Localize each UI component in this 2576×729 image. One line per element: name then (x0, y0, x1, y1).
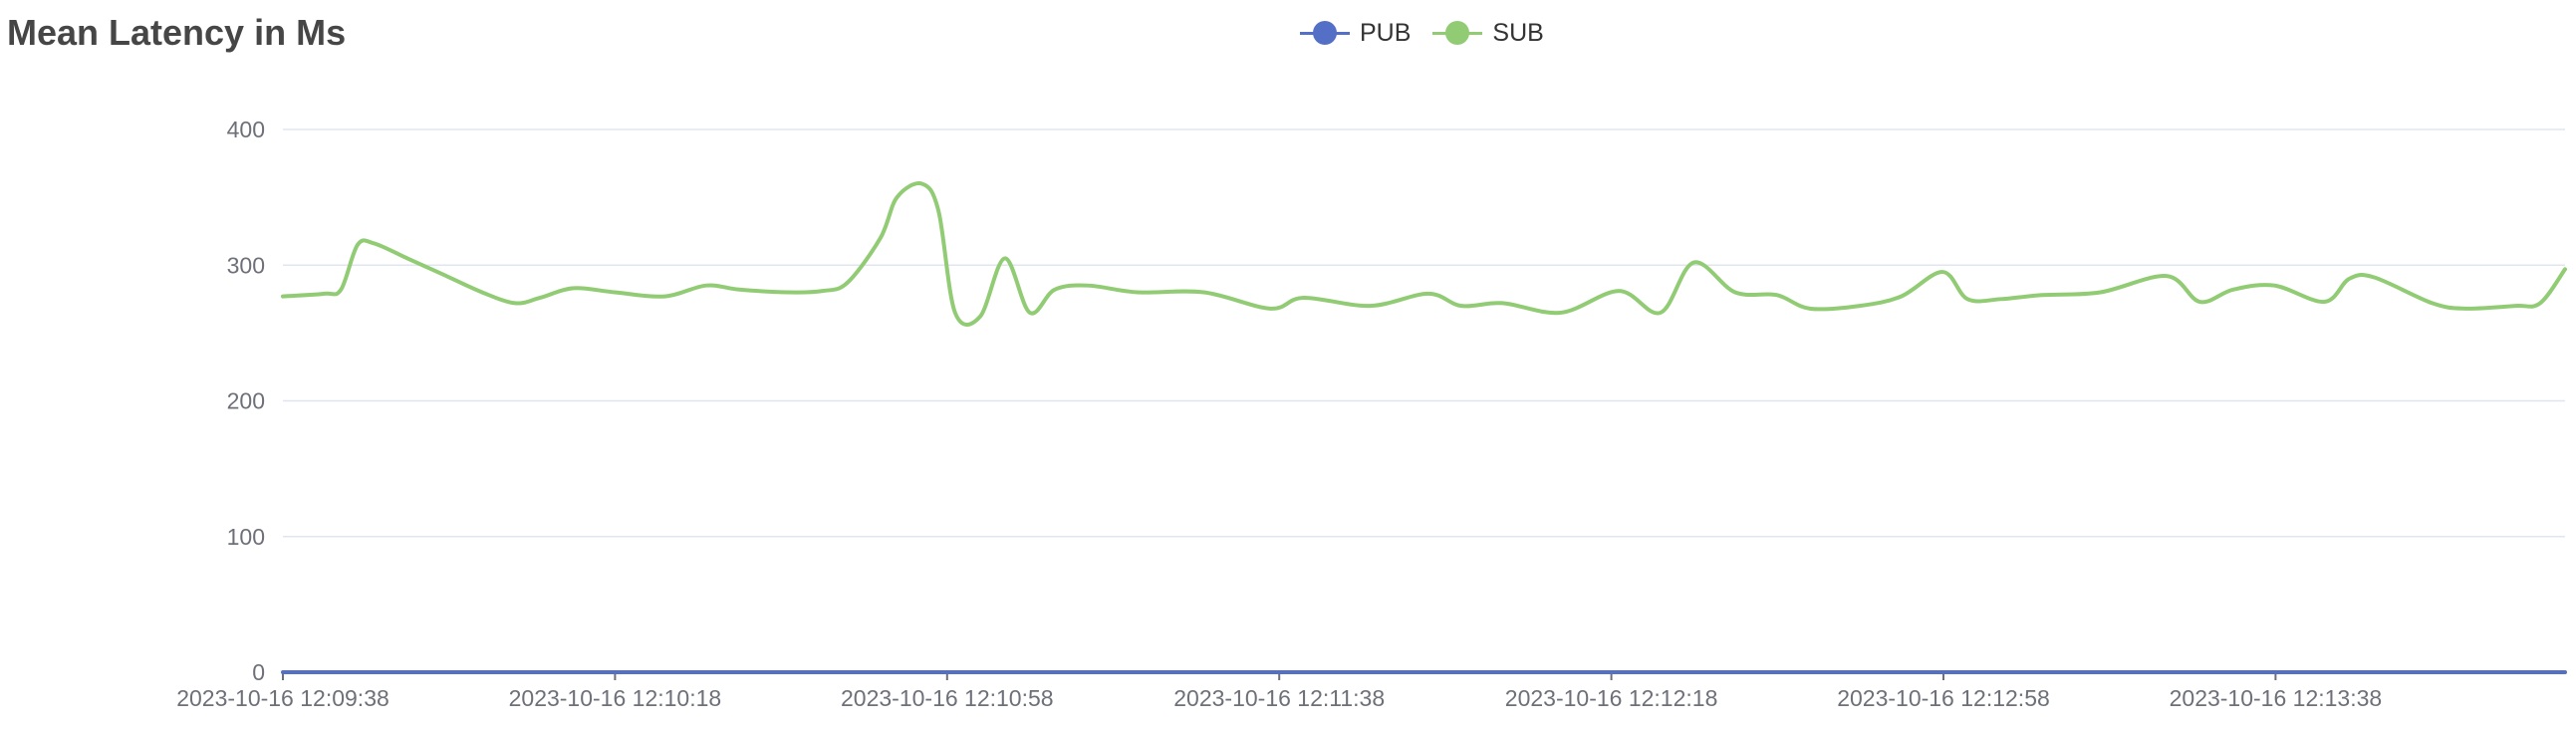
legend-item-pub[interactable]: PUB (1300, 19, 1411, 48)
x-tick-label-0: 2023-10-16 12:09:38 (176, 685, 389, 711)
y-tick-label-200: 200 (227, 388, 265, 414)
series-line-sub (281, 181, 2567, 327)
x-tick-label-2: 2023-10-16 12:10:58 (841, 685, 1054, 711)
legend-swatch-sub (1432, 21, 1483, 45)
x-tick-label-5: 2023-10-16 12:12:58 (1837, 685, 2050, 711)
legend-swatch-pub (1300, 21, 1350, 45)
legend-label-pub: PUB (1360, 18, 1412, 47)
legend-dot-pub (1313, 21, 1337, 45)
chart-title: Mean Latency in Ms (7, 12, 347, 53)
legend-dot-sub (1445, 21, 1470, 45)
x-tick-label-1: 2023-10-16 12:10:18 (509, 685, 722, 711)
y-tick-label-400: 400 (227, 117, 265, 142)
y-tick-label-300: 300 (227, 252, 265, 278)
x-tick-label-3: 2023-10-16 12:11:38 (1173, 685, 1385, 711)
legend-label-sub: SUB (1492, 18, 1544, 47)
x-tick-label-4: 2023-10-16 12:12:18 (1505, 685, 1718, 711)
y-tick-label-100: 100 (227, 524, 265, 550)
legend-item-sub[interactable]: SUB (1432, 18, 1544, 48)
legend: PUB SUB (1300, 16, 1566, 50)
y-tick-label-0: 0 (252, 659, 265, 685)
x-tick-label-6: 2023-10-16 12:13:38 (2170, 685, 2383, 711)
